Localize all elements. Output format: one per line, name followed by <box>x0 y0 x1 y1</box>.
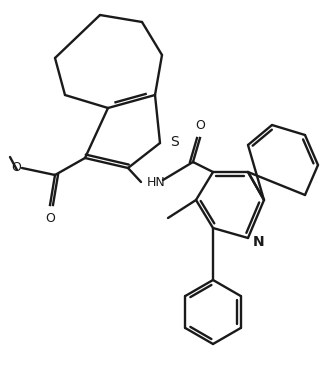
Text: O: O <box>45 212 55 225</box>
Text: S: S <box>170 135 179 149</box>
Text: O: O <box>195 119 205 132</box>
Text: HN: HN <box>147 175 165 188</box>
Text: N: N <box>253 235 265 249</box>
Text: O: O <box>11 160 21 173</box>
